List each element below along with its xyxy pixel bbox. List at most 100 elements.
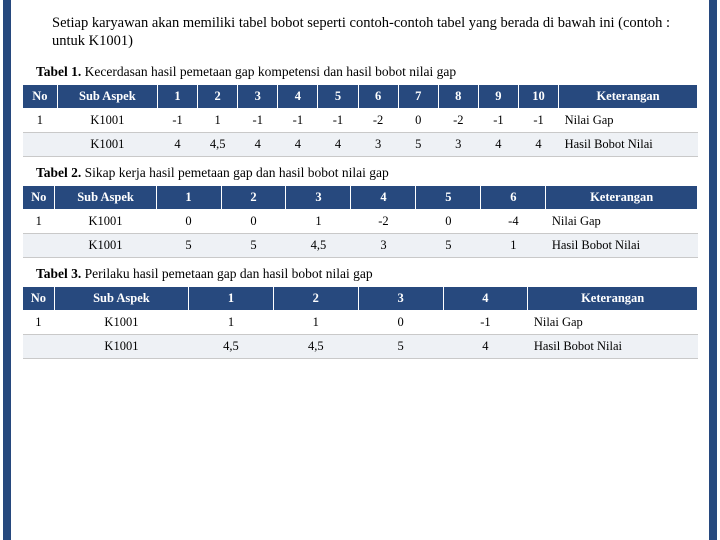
table-cell: Hasil Bobot Nilai [546, 234, 698, 258]
col-header: 3 [286, 186, 351, 210]
table-cell: -1 [478, 109, 518, 133]
table-cell: 1 [23, 311, 55, 335]
table-cell: K1001 [57, 133, 157, 157]
col-header: Keterangan [559, 85, 698, 109]
col-header: No [23, 186, 55, 210]
col-header: Sub Aspek [55, 186, 156, 210]
table-cell: 4 [478, 133, 518, 157]
col-header: 6 [358, 85, 398, 109]
table-cell: 4,5 [273, 335, 358, 359]
table-cell: 1 [286, 210, 351, 234]
col-header: 2 [198, 85, 238, 109]
table-cell: Nilai Gap [528, 311, 698, 335]
table-cell: 3 [358, 133, 398, 157]
table-cell: -4 [481, 210, 546, 234]
col-header: 7 [398, 85, 438, 109]
table-cell: 4,5 [189, 335, 274, 359]
table-cell: -2 [358, 109, 398, 133]
col-header: 4 [443, 287, 528, 311]
table-cell: 1 [23, 109, 58, 133]
table-row: K1001554,5351Hasil Bobot Nilai [23, 234, 698, 258]
col-header: 8 [438, 85, 478, 109]
col-header: 9 [478, 85, 518, 109]
col-header: 1 [189, 287, 274, 311]
table2-caption: Tabel 2. Sikap kerja hasil pemetaan gap … [36, 165, 698, 181]
table-2: NoSub Aspek123456Keterangan 1K1001001-20… [22, 185, 698, 258]
table-1: NoSub Aspek12345678910Keterangan 1K1001-… [22, 84, 698, 157]
table-cell [23, 335, 55, 359]
table-cell: -1 [518, 109, 558, 133]
table-cell: 0 [156, 210, 221, 234]
table-cell: -1 [238, 109, 278, 133]
table-cell: 3 [438, 133, 478, 157]
col-header: 5 [318, 85, 358, 109]
table-cell: 4 [157, 133, 197, 157]
table-cell [23, 133, 58, 157]
slide-content: Setiap karyawan akan memiliki tabel bobo… [14, 0, 706, 540]
col-header: No [23, 85, 58, 109]
table3-caption: Tabel 3. Perilaku hasil pemetaan gap dan… [36, 266, 698, 282]
table-row: 1K1001-11-1-1-1-20-2-1-1Nilai Gap [23, 109, 698, 133]
table-cell: 5 [358, 335, 443, 359]
table-cell: Nilai Gap [546, 210, 698, 234]
table-cell: 0 [398, 109, 438, 133]
col-header: 4 [278, 85, 318, 109]
table-cell: 4 [443, 335, 528, 359]
table-cell: -1 [157, 109, 197, 133]
table-cell: 5 [156, 234, 221, 258]
accent-bar-right [709, 0, 717, 540]
intro-text: Setiap karyawan akan memiliki tabel bobo… [52, 14, 698, 50]
table-cell: Hasil Bobot Nilai [559, 133, 698, 157]
table-cell: Nilai Gap [559, 109, 698, 133]
col-header: Sub Aspek [57, 85, 157, 109]
table-cell: 4 [318, 133, 358, 157]
col-header: Keterangan [546, 186, 698, 210]
table-cell: -2 [438, 109, 478, 133]
table-row: 1K1001001-20-4Nilai Gap [23, 210, 698, 234]
col-header: 2 [221, 186, 286, 210]
col-header: 6 [481, 186, 546, 210]
table-row: K100144,544435344Hasil Bobot Nilai [23, 133, 698, 157]
table-cell: K1001 [55, 210, 156, 234]
col-header: 10 [518, 85, 558, 109]
table-cell: 1 [273, 311, 358, 335]
table-cell: K1001 [54, 311, 188, 335]
col-header: Sub Aspek [54, 287, 188, 311]
table-cell: 1 [23, 210, 55, 234]
table-cell: 0 [416, 210, 481, 234]
col-header: No [23, 287, 55, 311]
table-cell: 0 [221, 210, 286, 234]
table-cell: -1 [443, 311, 528, 335]
accent-bar-left [3, 0, 11, 540]
table-cell: K1001 [57, 109, 157, 133]
table-cell: 4 [518, 133, 558, 157]
table-cell: 4 [278, 133, 318, 157]
table-cell [23, 234, 55, 258]
col-header: 5 [416, 186, 481, 210]
table-cell: 1 [198, 109, 238, 133]
table-row: K10014,54,554Hasil Bobot Nilai [23, 335, 698, 359]
col-header: Keterangan [528, 287, 698, 311]
table-3: NoSub Aspek1234Keterangan 1K1001110-1Nil… [22, 286, 698, 359]
col-header: 4 [351, 186, 416, 210]
table-cell: 1 [481, 234, 546, 258]
table-cell: 0 [358, 311, 443, 335]
table-cell: 5 [416, 234, 481, 258]
table1-caption: Tabel 1. Kecerdasan hasil pemetaan gap k… [36, 64, 698, 80]
table-cell: -1 [318, 109, 358, 133]
table-row: 1K1001110-1Nilai Gap [23, 311, 698, 335]
table-cell: 5 [221, 234, 286, 258]
table-cell: 4,5 [198, 133, 238, 157]
table-cell: 4 [238, 133, 278, 157]
table-cell: 4,5 [286, 234, 351, 258]
table-cell: 5 [398, 133, 438, 157]
col-header: 1 [157, 85, 197, 109]
table-cell: -1 [278, 109, 318, 133]
table-cell: -2 [351, 210, 416, 234]
col-header: 2 [273, 287, 358, 311]
col-header: 3 [358, 287, 443, 311]
col-header: 3 [238, 85, 278, 109]
table-cell: 3 [351, 234, 416, 258]
table-cell: K1001 [54, 335, 188, 359]
table-cell: K1001 [55, 234, 156, 258]
